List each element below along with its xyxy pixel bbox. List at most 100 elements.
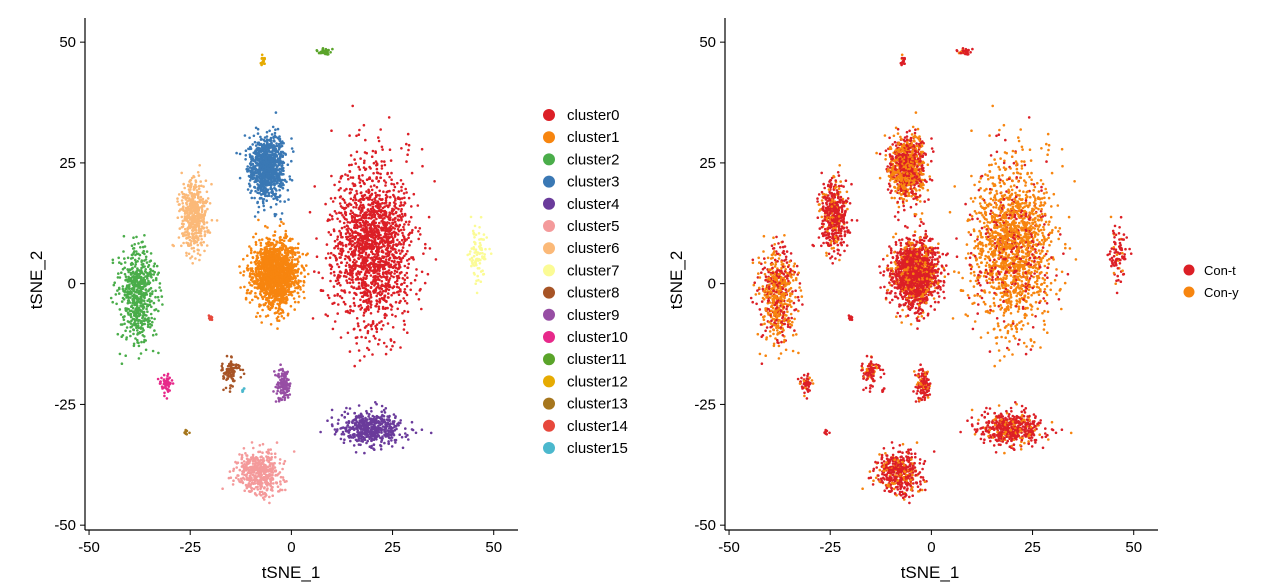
left-scatter-point	[407, 263, 410, 266]
left-scatter-point	[272, 270, 275, 273]
left-scatter-point	[255, 267, 258, 270]
left-scatter-point	[270, 254, 273, 257]
left-scatter-point	[357, 199, 360, 202]
left-scatter-point	[286, 286, 289, 289]
left-scatter-point	[368, 272, 371, 275]
left-scatter-point	[280, 295, 283, 298]
left-scatter-point	[383, 314, 386, 317]
left-scatter-point	[251, 277, 254, 280]
left-scatter-point	[380, 246, 383, 249]
left-scatter-point	[411, 231, 414, 234]
left-scatter-point	[345, 407, 348, 410]
left-scatter-point	[357, 322, 360, 325]
left-scatter-point	[385, 300, 388, 303]
left-scatter-point	[259, 136, 262, 139]
left-scatter-point	[399, 272, 402, 275]
left-scatter-point	[360, 185, 363, 188]
left-scatter-point	[380, 448, 383, 451]
left-scatter-point	[435, 258, 438, 261]
left-scatter-point	[391, 314, 394, 317]
left-scatter-point	[376, 276, 379, 279]
left-scatter-point	[384, 164, 387, 167]
left-scatter-point	[338, 252, 341, 255]
left-scatter-point	[403, 241, 406, 244]
left-scatter-point	[260, 138, 263, 141]
left-scatter-point	[407, 223, 410, 226]
left-scatter-point	[278, 147, 281, 150]
left-scatter-point	[401, 232, 404, 235]
left-scatter-point	[390, 263, 393, 266]
left-scatter-point	[381, 239, 384, 242]
left-scatter-point	[146, 305, 149, 308]
left-scatter-point	[294, 247, 297, 250]
left-scatter-point	[355, 421, 358, 424]
left-scatter-point	[410, 256, 413, 259]
left-scatter-point	[363, 355, 366, 358]
left-scatter-point	[267, 256, 270, 259]
left-scatter-point	[135, 302, 138, 305]
left-scatter-point	[375, 160, 378, 163]
left-scatter-point	[270, 285, 273, 288]
left-scatter-point	[349, 242, 352, 245]
left-scatter-point	[422, 252, 425, 255]
left-scatter-point	[258, 239, 261, 242]
left-scatter-point	[428, 216, 431, 219]
left-scatter-point	[389, 286, 392, 289]
left-scatter-point	[363, 320, 366, 323]
left-scatter-point	[157, 310, 160, 313]
left-scatter-point	[369, 195, 372, 198]
left-scatter-point	[396, 239, 399, 242]
left-scatter-point	[152, 279, 155, 282]
left-scatter-point	[276, 295, 279, 298]
left-scatter-point	[287, 289, 290, 292]
left-scatter-point	[358, 251, 361, 254]
left-scatter-point	[355, 342, 358, 345]
left-scatter-point	[395, 207, 398, 210]
left-scatter-point	[396, 283, 399, 286]
left-scatter-point	[239, 177, 242, 180]
left-scatter-point	[353, 196, 356, 199]
left-scatter-point	[130, 310, 133, 313]
left-scatter-point	[365, 234, 368, 237]
left-scatter-point	[136, 316, 139, 319]
left-scatter-point	[294, 258, 297, 261]
left-scatter-point	[328, 219, 331, 222]
left-scatter-point	[274, 150, 277, 153]
left-scatter-point	[378, 198, 381, 201]
left-scatter-point	[118, 292, 121, 295]
left-scatter-point	[331, 218, 334, 221]
left-scatter-point	[372, 320, 375, 323]
left-scatter-point	[136, 260, 139, 263]
left-scatter-point	[253, 186, 256, 189]
left-scatter-point	[278, 304, 281, 307]
left-scatter-point	[244, 158, 247, 161]
left-scatter-point	[421, 428, 424, 431]
left-scatter-point	[288, 239, 291, 242]
left-scatter-point	[243, 270, 246, 273]
left-scatter-point	[290, 160, 293, 163]
left-scatter-point	[372, 276, 375, 279]
left-scatter-point	[403, 201, 406, 204]
left-scatter-point	[406, 266, 409, 269]
left-scatter-point	[358, 245, 361, 248]
left-scatter-point	[377, 202, 380, 205]
left-scatter-point	[404, 274, 407, 277]
left-scatter-point	[256, 273, 259, 276]
left-scatter-point	[388, 253, 391, 256]
left-scatter-point	[382, 256, 385, 259]
left-scatter-point	[262, 201, 265, 204]
left-scatter-point	[253, 282, 256, 285]
left-scatter-point	[380, 264, 383, 267]
left-scatter-point	[149, 295, 152, 298]
left-scatter-point	[132, 247, 135, 250]
left-scatter-point	[373, 184, 376, 187]
left-scatter-point	[395, 263, 398, 266]
left-scatter-point	[342, 431, 345, 434]
left-scatter-point	[288, 175, 291, 178]
left-scatter-point	[119, 276, 122, 279]
left-scatter-point	[277, 280, 280, 283]
left-scatter-point	[136, 269, 139, 272]
left-scatter-point	[394, 315, 397, 318]
left-scatter-point	[357, 166, 360, 169]
left-scatter-point	[274, 128, 277, 131]
